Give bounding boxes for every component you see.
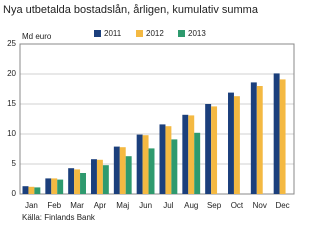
y-axis-label: Md euro <box>22 32 52 41</box>
chart: Nya utbetalda bostadslån, årligen, kumul… <box>3 4 295 222</box>
bar <box>91 159 97 194</box>
x-tick-label: Jan <box>25 201 38 210</box>
bar <box>188 115 195 194</box>
bar <box>22 186 29 194</box>
page: {"chart_data": {"type": "bar", "title": … <box>3 3 295 223</box>
y-tick-label: 25 <box>7 39 16 48</box>
x-tick-label: Aug <box>184 201 198 210</box>
bar <box>171 139 178 194</box>
y-tick-label: 0 <box>12 189 17 198</box>
legend-swatch <box>136 30 143 37</box>
chart-title: Nya utbetalda bostadslån, årligen, kumul… <box>3 4 259 16</box>
bar <box>96 159 103 194</box>
bar <box>279 79 286 194</box>
bar <box>148 148 155 194</box>
x-tick-label: Maj <box>116 201 129 210</box>
x-tick-label: Sep <box>207 201 222 210</box>
bar <box>113 146 120 194</box>
bar <box>159 124 166 194</box>
bar <box>119 147 126 194</box>
bar <box>68 168 75 194</box>
legend-label: 2013 <box>188 29 206 38</box>
bar <box>256 86 263 194</box>
x-tick-label: Oct <box>231 201 244 210</box>
bar <box>250 82 257 194</box>
x-tick-label: Nov <box>253 201 267 210</box>
bar <box>211 106 218 194</box>
legend-label: 2011 <box>104 29 122 38</box>
y-tick-label: 10 <box>7 129 16 138</box>
y-tick-label: 20 <box>7 69 16 78</box>
x-tick-label: Feb <box>47 201 61 210</box>
bar <box>34 187 41 194</box>
bar <box>194 132 201 194</box>
x-tick-label: Jun <box>139 201 152 210</box>
x-tick-label: Apr <box>94 201 107 210</box>
bar <box>74 169 81 194</box>
plot-frame <box>19 43 295 195</box>
bar <box>228 92 234 194</box>
legend-label: 2012 <box>146 29 164 38</box>
y-tick-label: 5 <box>12 159 17 168</box>
source: Källa: Finlands Bank <box>22 213 96 222</box>
bar <box>165 126 172 194</box>
x-tick-label: Dec <box>275 201 289 210</box>
bar <box>51 178 58 194</box>
x-tick-label: Jul <box>163 201 173 210</box>
bar <box>45 178 52 194</box>
x-tick-label: Mar <box>70 201 84 210</box>
legend-swatch <box>178 30 185 37</box>
bar <box>273 73 280 194</box>
bar <box>28 186 35 194</box>
bar <box>125 156 132 194</box>
bar <box>136 134 143 194</box>
bar <box>182 114 189 194</box>
bar <box>233 96 240 194</box>
bar <box>205 104 212 194</box>
legend-swatch <box>94 30 101 37</box>
y-tick-label: 15 <box>7 99 16 108</box>
bar <box>142 135 149 194</box>
bar <box>57 179 64 194</box>
bar <box>102 165 109 194</box>
bar <box>80 173 86 194</box>
